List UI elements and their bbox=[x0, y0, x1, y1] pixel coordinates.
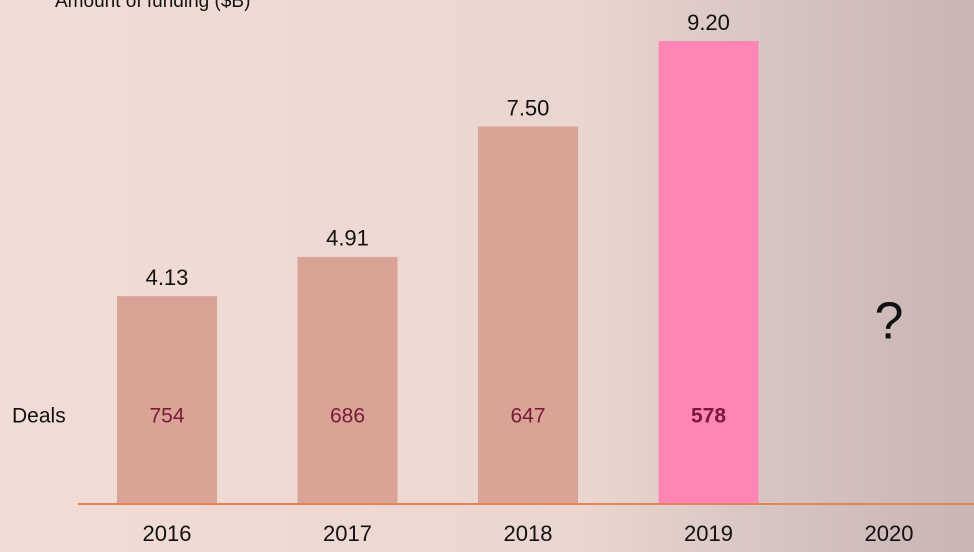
deals-value: 578 bbox=[691, 405, 726, 428]
x-tick-label: 2018 bbox=[504, 521, 553, 546]
x-tick-label: 2020 bbox=[865, 521, 914, 546]
deals-value: 647 bbox=[510, 405, 545, 428]
bar bbox=[298, 257, 398, 504]
chart-title: Amount of funding ($B) bbox=[55, 0, 250, 12]
value-label: 4.91 bbox=[326, 226, 369, 251]
value-label: 4.13 bbox=[146, 265, 189, 290]
x-tick-label: 2019 bbox=[684, 521, 733, 546]
deals-label: Deals bbox=[12, 405, 66, 428]
value-label: 7.50 bbox=[507, 95, 550, 120]
x-tick-label: 2017 bbox=[323, 521, 372, 546]
bar bbox=[478, 127, 578, 504]
deals-value: 754 bbox=[149, 405, 184, 428]
value-label: 9.20 bbox=[687, 10, 730, 35]
x-tick-label: 2016 bbox=[143, 521, 192, 546]
bar bbox=[117, 296, 217, 504]
bar bbox=[659, 41, 759, 504]
deals-value: 686 bbox=[330, 405, 365, 428]
chart: Amount of funding ($B) Deals 4.13 754 2016… bbox=[0, 0, 974, 552]
annotation: ? bbox=[875, 293, 904, 351]
page: Amount of funding ($B) Deals 4.13 754 2016… bbox=[0, 0, 974, 552]
